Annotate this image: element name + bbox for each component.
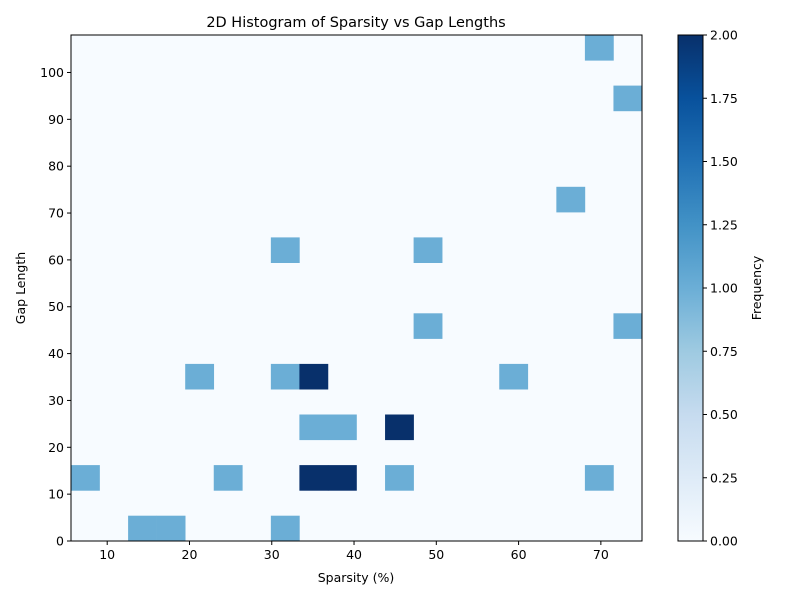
histogram-cell — [156, 515, 186, 542]
histogram-cell — [499, 363, 529, 390]
colorbar-tick-label: 0.75 — [710, 344, 738, 359]
x-tick-label: 10 — [99, 547, 115, 562]
histogram-cell — [299, 363, 329, 390]
y-tick-label: 0 — [56, 534, 64, 549]
y-tick-label: 70 — [48, 206, 64, 221]
colorbar-label: Frequency — [749, 255, 764, 320]
histogram-cell — [71, 465, 100, 491]
histogram-cell — [385, 414, 414, 441]
colorbar-tick-label: 0.25 — [710, 470, 738, 485]
x-tick-label: 60 — [511, 547, 527, 562]
histogram-cell — [413, 237, 443, 263]
y-tick-label: 50 — [48, 299, 64, 314]
colorbar-ticks: 0.00 0.25 0.50 0.75 1.00 1.25 1.50 1.75 2.00 — [703, 28, 738, 549]
y-tick-label: 60 — [48, 252, 64, 267]
colorbar-gradient — [677, 34, 704, 542]
y-tick-label: 80 — [48, 159, 64, 174]
x-tick-label: 50 — [428, 547, 444, 562]
y-axis-label: Gap Length — [13, 252, 28, 324]
histogram-cell — [413, 313, 443, 339]
y-axis: 0 10 20 30 40 50 60 70 80 90 100 — [40, 65, 71, 549]
x-tick-label: 70 — [593, 547, 609, 562]
colorbar-tick-label: 0.00 — [710, 534, 738, 549]
plot-background — [71, 35, 642, 541]
histogram-cell — [584, 465, 614, 491]
histogram-cell — [556, 186, 586, 213]
plot-frame — [70, 34, 643, 542]
histogram-cells — [71, 35, 643, 542]
y-tick-label: 100 — [40, 65, 64, 80]
histogram-cell — [385, 465, 414, 491]
histogram-cell — [270, 515, 300, 542]
colorbar-tick-label: 1.25 — [710, 217, 738, 232]
x-tick-label: 20 — [182, 547, 198, 562]
colorbar-tick-label: 1.00 — [710, 281, 738, 296]
plot-area — [70, 34, 643, 542]
histogram-cell — [128, 515, 157, 542]
histogram-cell — [299, 465, 329, 491]
colorbar: 0.00 0.25 0.50 0.75 1.00 1.25 1.50 1.75 2.00 Fre… — [677, 28, 764, 549]
histogram-cell — [213, 465, 243, 491]
x-axis: 10 20 30 40 50 60 70 — [99, 541, 609, 562]
y-tick-label: 40 — [48, 346, 64, 361]
colorbar-tick-label: 1.50 — [710, 154, 738, 169]
y-tick-label: 30 — [48, 393, 64, 408]
histogram-cell — [299, 414, 329, 441]
histogram-cell — [584, 35, 614, 61]
histogram-cell — [327, 414, 357, 441]
colorbar-tick-label: 0.50 — [710, 407, 738, 422]
x-tick-label: 40 — [346, 547, 362, 562]
y-tick-label: 90 — [48, 112, 64, 127]
histogram-cell — [185, 363, 215, 390]
x-axis-label: Sparsity (%) — [318, 570, 395, 585]
chart-title: 2D Histogram of Sparsity vs Gap Lengths — [206, 15, 505, 31]
histogram-cell — [270, 237, 300, 263]
x-tick-label: 30 — [264, 547, 280, 562]
colorbar-tick-label: 2.00 — [710, 28, 738, 43]
histogram-cell — [613, 85, 643, 112]
histogram-cell — [327, 465, 357, 491]
y-tick-label: 20 — [48, 440, 64, 455]
histogram-cell — [270, 363, 300, 390]
colorbar-tick-label: 1.75 — [710, 91, 738, 106]
histogram-cell — [613, 313, 643, 339]
y-tick-label: 10 — [48, 487, 64, 502]
